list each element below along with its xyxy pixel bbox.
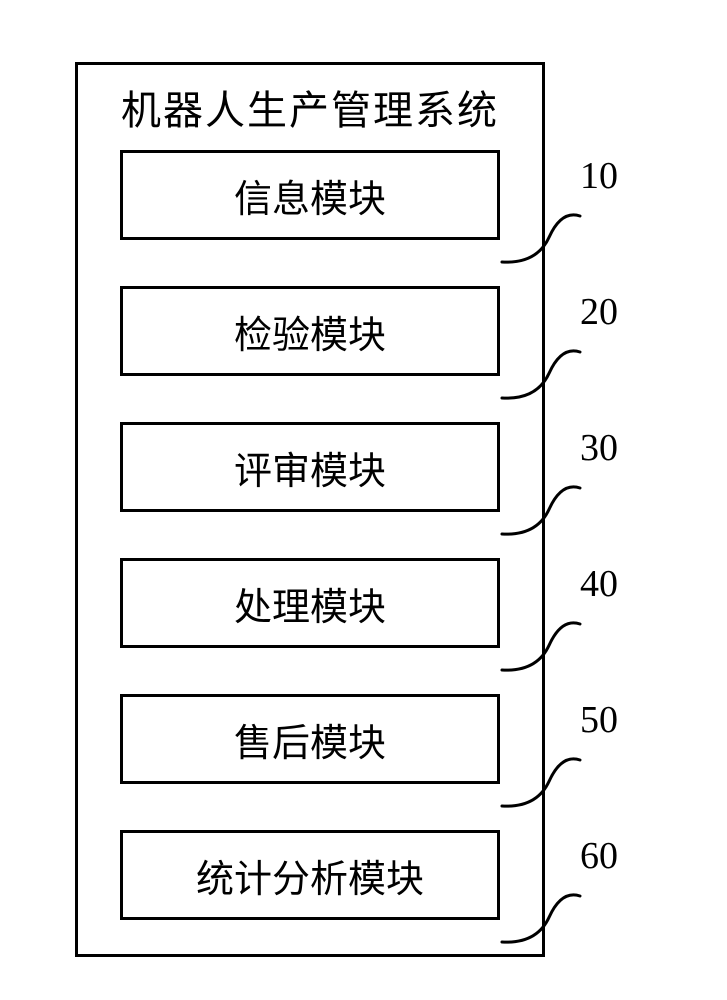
module-label: 售后模块 [234,712,386,767]
callout-line-5 [500,890,582,950]
callout-number-0: 10 [580,154,618,198]
module-label: 处理模块 [234,576,386,631]
module-label: 检验模块 [234,304,386,359]
callout-number-1: 20 [580,290,618,334]
module-box-0: 信息模块 [120,150,500,240]
callout-line-2 [500,482,582,542]
module-label: 统计分析模块 [196,848,424,903]
module-box-4: 售后模块 [120,694,500,784]
module-label: 评审模块 [234,440,386,495]
callout-line-1 [500,346,582,406]
callout-line-0 [500,210,582,270]
system-title: 机器人生产管理系统 [88,78,532,136]
callout-number-4: 50 [580,698,618,742]
callout-line-4 [500,754,582,814]
callout-number-3: 40 [580,562,618,606]
module-box-1: 检验模块 [120,286,500,376]
callout-number-2: 30 [580,426,618,470]
callout-line-3 [500,618,582,678]
callout-number-5: 60 [580,834,618,878]
module-label: 信息模块 [234,168,386,223]
module-box-5: 统计分析模块 [120,830,500,920]
module-box-3: 处理模块 [120,558,500,648]
module-box-2: 评审模块 [120,422,500,512]
